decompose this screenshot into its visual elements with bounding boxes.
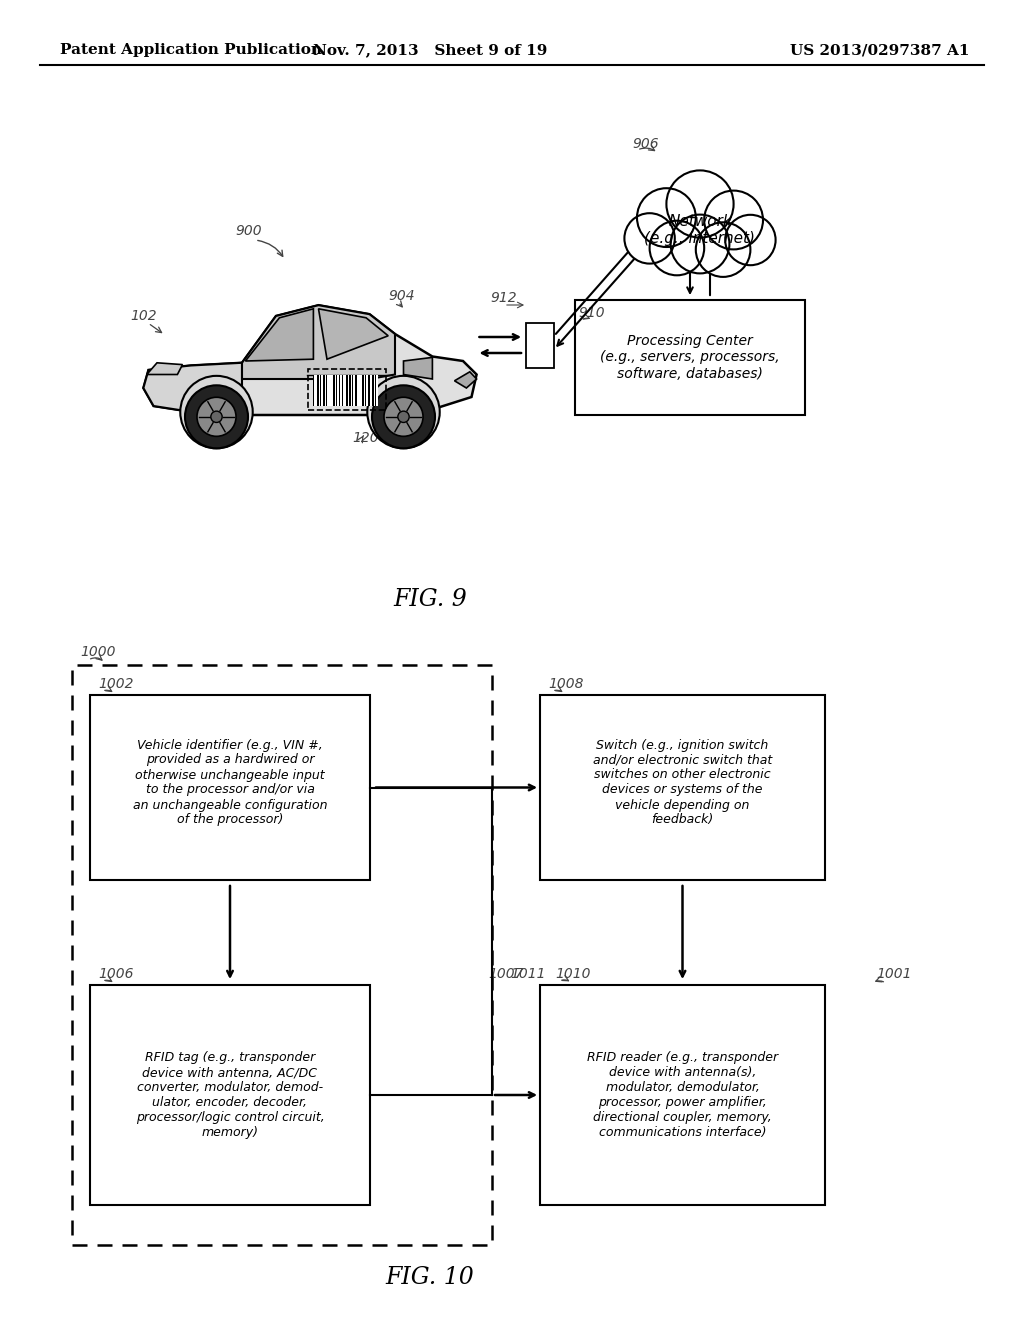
Text: FIG. 10: FIG. 10 <box>386 1266 474 1290</box>
Circle shape <box>637 189 695 247</box>
Bar <box>339 375 340 407</box>
Circle shape <box>695 222 751 277</box>
Circle shape <box>667 170 733 238</box>
Text: 1001: 1001 <box>876 968 911 981</box>
Text: 906: 906 <box>632 137 658 150</box>
Bar <box>526 322 554 367</box>
Bar <box>346 375 348 407</box>
Bar <box>349 375 351 407</box>
Circle shape <box>197 397 236 437</box>
Text: 900: 900 <box>234 224 261 238</box>
Polygon shape <box>455 372 476 388</box>
Text: Switch (e.g., ignition switch
and/or electronic switch that
switches on other el: Switch (e.g., ignition switch and/or ele… <box>593 738 772 826</box>
Polygon shape <box>143 305 476 414</box>
Text: 102: 102 <box>130 309 157 323</box>
Text: FIG. 9: FIG. 9 <box>393 589 467 611</box>
Text: RFID tag (e.g., transponder
device with antenna, AC/DC
converter, modulator, dem: RFID tag (e.g., transponder device with … <box>135 1051 325 1139</box>
Text: Processing Center
(e.g., servers, processors,
software, databases): Processing Center (e.g., servers, proces… <box>600 334 780 380</box>
Circle shape <box>725 215 775 265</box>
Polygon shape <box>246 309 313 360</box>
Bar <box>308 370 386 409</box>
Text: RFID reader (e.g., transponder
device with antenna(s),
modulator, demodulator,
p: RFID reader (e.g., transponder device wi… <box>587 1051 778 1139</box>
Text: 1007: 1007 <box>488 968 523 981</box>
Polygon shape <box>242 305 395 379</box>
Bar <box>90 985 370 1205</box>
Text: Vehicle identifier (e.g., VIN #,
provided as a hardwired or
otherwise unchangeab: Vehicle identifier (e.g., VIN #, provide… <box>133 738 328 826</box>
Text: 1002: 1002 <box>98 677 133 690</box>
Text: Network
(e.g., internet): Network (e.g., internet) <box>644 214 756 247</box>
Text: 912: 912 <box>490 290 517 305</box>
Polygon shape <box>146 363 182 375</box>
Text: 1011: 1011 <box>510 968 546 981</box>
Circle shape <box>705 190 763 249</box>
Circle shape <box>398 411 410 422</box>
Text: US 2013/0297387 A1: US 2013/0297387 A1 <box>791 44 970 57</box>
Bar <box>540 985 825 1205</box>
Bar <box>361 375 364 407</box>
Polygon shape <box>403 358 432 379</box>
Text: 120: 120 <box>352 432 379 445</box>
Circle shape <box>384 397 423 437</box>
Circle shape <box>185 385 248 449</box>
Bar <box>372 375 374 407</box>
Bar <box>327 375 328 407</box>
Bar <box>369 375 371 407</box>
Polygon shape <box>143 363 242 413</box>
Bar <box>90 696 370 880</box>
Text: 910: 910 <box>578 306 604 319</box>
Circle shape <box>671 215 729 273</box>
Bar <box>355 375 357 407</box>
FancyBboxPatch shape <box>575 300 805 414</box>
Bar <box>316 375 318 407</box>
Circle shape <box>180 376 253 449</box>
Text: 1006: 1006 <box>98 968 133 981</box>
Text: 904: 904 <box>388 289 415 304</box>
Circle shape <box>372 385 435 449</box>
Text: 1000: 1000 <box>80 645 116 659</box>
Circle shape <box>649 220 705 276</box>
Circle shape <box>625 214 675 264</box>
Bar <box>324 375 326 407</box>
Bar <box>540 696 825 880</box>
Bar <box>72 665 492 1245</box>
Circle shape <box>368 376 439 449</box>
Text: 1010: 1010 <box>555 968 591 981</box>
Circle shape <box>211 411 222 422</box>
Polygon shape <box>318 309 388 359</box>
Bar <box>313 375 378 407</box>
Text: 1008: 1008 <box>548 677 584 690</box>
Text: Patent Application Publication: Patent Application Publication <box>60 44 322 57</box>
Text: Nov. 7, 2013   Sheet 9 of 19: Nov. 7, 2013 Sheet 9 of 19 <box>312 44 547 57</box>
Bar <box>333 375 335 407</box>
